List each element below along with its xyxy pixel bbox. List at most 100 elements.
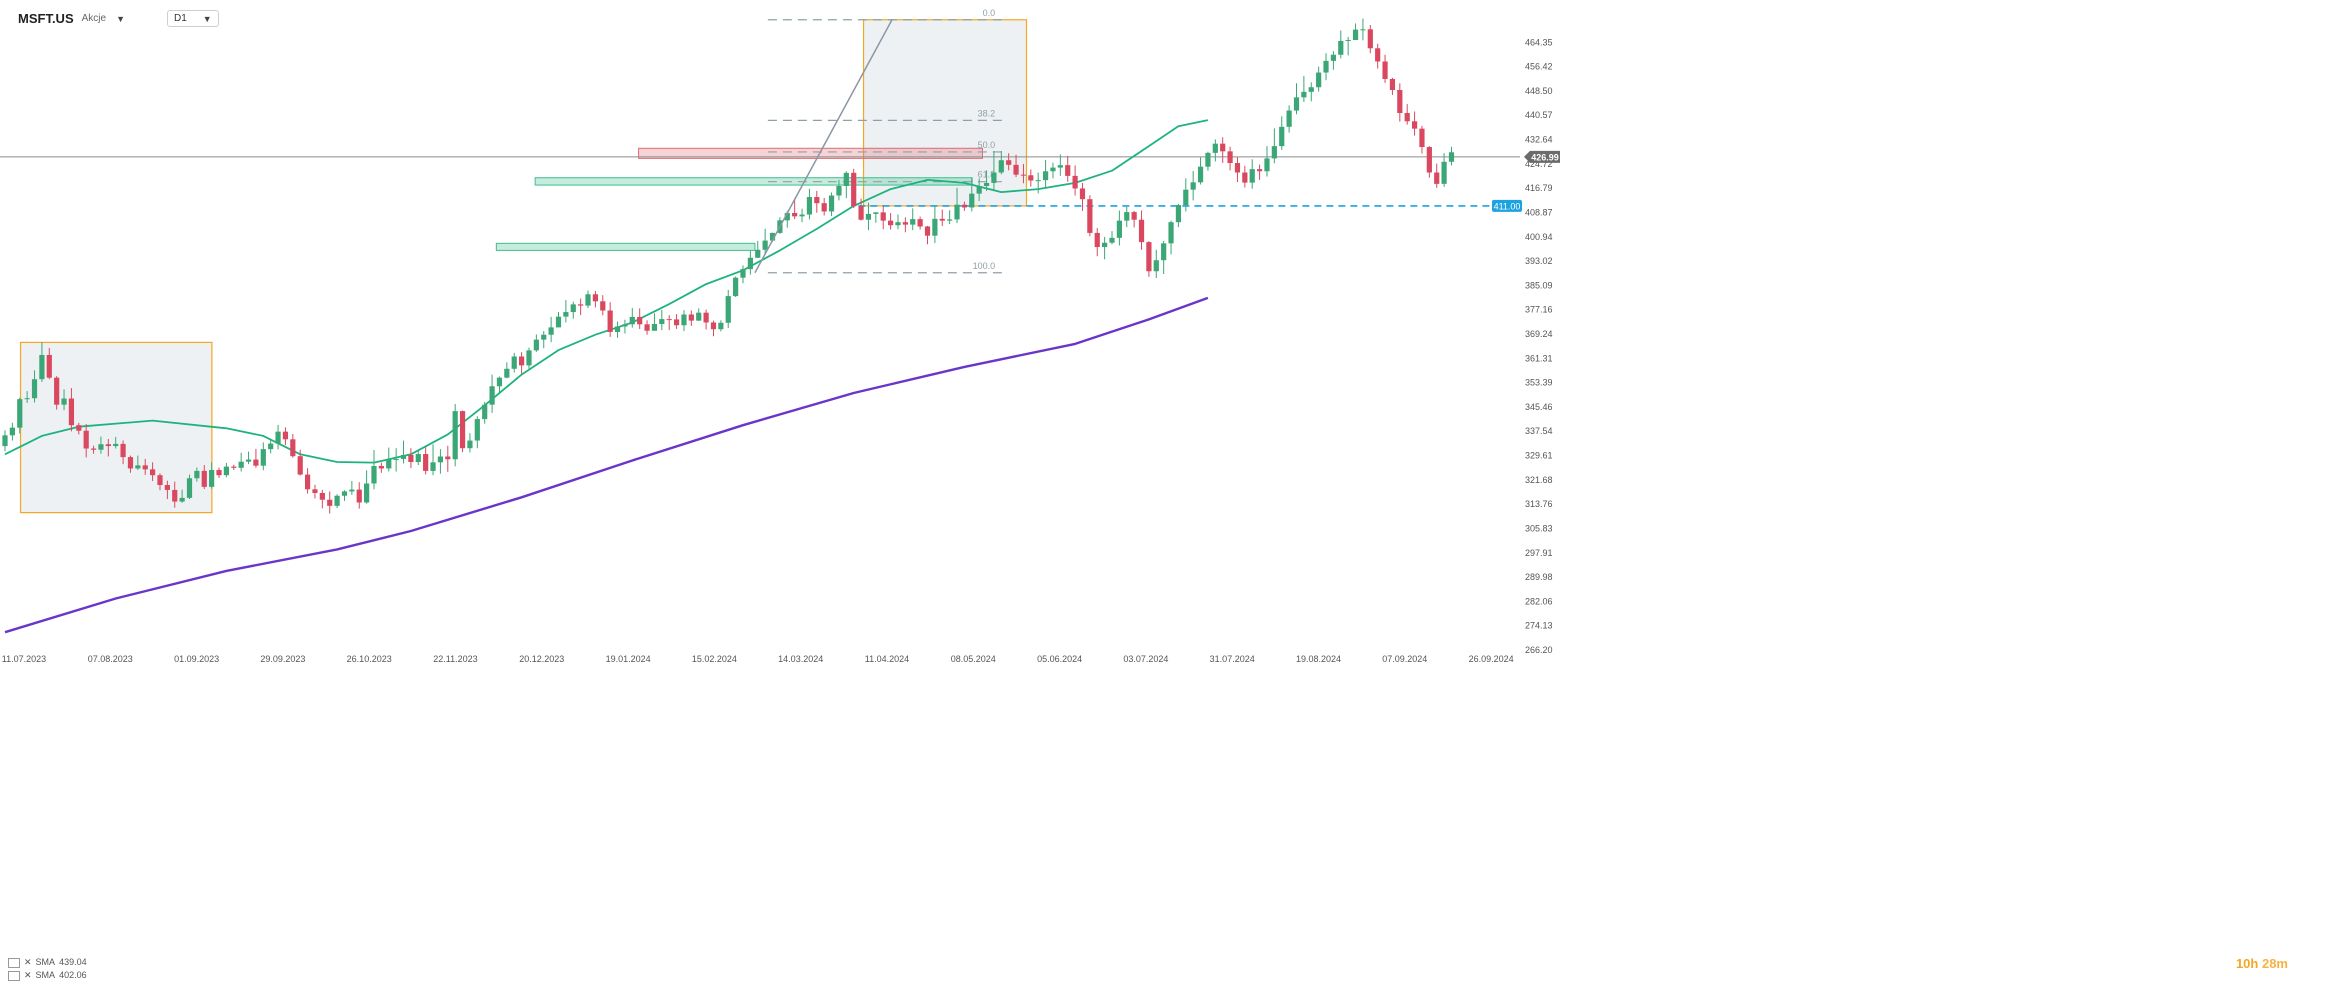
candle-body — [637, 316, 643, 325]
x-tick-label: 11.04.2024 — [865, 654, 909, 664]
candle-body — [238, 461, 244, 468]
candle — [1323, 53, 1329, 81]
fib-level-label: 100.0 — [973, 261, 996, 271]
candle — [1367, 24, 1373, 54]
candle-body — [622, 324, 628, 327]
candle-body — [430, 462, 436, 471]
candle-body — [1161, 243, 1167, 261]
y-tick-label: 369.24 — [1525, 329, 1553, 339]
candle — [474, 416, 480, 449]
candle-body — [1035, 180, 1041, 182]
indicator-settings-icon[interactable] — [8, 970, 20, 981]
x-tick-label: 20.12.2023 — [519, 654, 564, 664]
instrument-symbol[interactable]: MSFT.US — [18, 11, 74, 26]
candle — [445, 445, 451, 472]
candle — [39, 342, 45, 382]
candle-body — [1234, 162, 1241, 173]
candle-body — [504, 368, 510, 378]
candle — [1042, 159, 1049, 188]
candle-body — [1308, 87, 1314, 92]
range-box — [19, 341, 213, 514]
candle — [1153, 249, 1159, 279]
candle — [1035, 172, 1041, 194]
candle — [467, 433, 473, 453]
candle-body — [843, 172, 849, 186]
y-tick-label: 345.46 — [1525, 402, 1553, 412]
candle-body — [201, 470, 207, 487]
candle — [1308, 82, 1314, 102]
candle — [105, 439, 111, 457]
candle — [578, 298, 584, 316]
candle — [836, 179, 842, 201]
chevron-down-icon: ▼ — [202, 13, 212, 24]
indicator-legend: ✕ SMA 439.04 ✕ SMA 402.06 — [8, 956, 87, 982]
candle — [799, 208, 805, 223]
candle-body — [1375, 48, 1381, 62]
chevron-down-icon[interactable]: ▼ — [116, 13, 125, 24]
candle — [68, 388, 75, 432]
asset-type-label: Akcje — [81, 13, 107, 24]
candle-body — [873, 212, 879, 214]
candle-body — [1352, 29, 1359, 41]
candle — [1434, 163, 1440, 188]
candle — [1094, 228, 1100, 257]
candle — [120, 440, 126, 465]
candle-body — [386, 459, 392, 469]
candle-body — [947, 219, 953, 221]
candle-body — [1271, 146, 1277, 159]
candle-body — [696, 312, 702, 321]
candle — [179, 489, 185, 503]
legend-item-sma-fast[interactable]: ✕ SMA 439.04 — [8, 956, 87, 969]
candle-body — [1330, 54, 1336, 61]
candle — [733, 276, 739, 298]
candle — [622, 319, 628, 334]
legend-close-icon[interactable]: ✕ — [24, 970, 32, 980]
candle-body — [98, 444, 104, 450]
candle-body — [482, 404, 488, 420]
candle-body — [467, 440, 473, 449]
legend-close-icon[interactable]: ✕ — [24, 957, 32, 967]
candle — [710, 320, 717, 337]
candle — [489, 374, 495, 413]
candle-body — [349, 489, 355, 492]
candle — [297, 449, 303, 476]
candle — [496, 376, 503, 393]
candle — [98, 436, 104, 454]
candle-body — [659, 319, 665, 325]
sma-50-line — [4, 119, 1209, 464]
candle-body — [1257, 169, 1263, 172]
candle-body — [703, 312, 709, 323]
candle — [61, 389, 67, 411]
candle-body — [1404, 113, 1410, 122]
candle-body — [939, 218, 945, 221]
candle-body — [1190, 182, 1196, 190]
y-tick-label: 353.39 — [1525, 378, 1553, 388]
range-boxes — [19, 19, 1028, 514]
indicator-settings-icon[interactable] — [8, 957, 20, 968]
candle — [1087, 195, 1093, 237]
candle — [1404, 104, 1410, 125]
candle — [681, 310, 687, 332]
candle-body — [408, 454, 414, 463]
candle — [312, 484, 318, 499]
sma-50-series — [4, 119, 1209, 464]
candle — [511, 352, 517, 373]
timeframe-select[interactable]: D1 ▼ — [167, 10, 219, 27]
candle-body — [1146, 242, 1152, 272]
candle — [334, 494, 340, 509]
x-tick-label: 29.09.2023 — [260, 654, 305, 664]
fib-level-label: 0.0 — [983, 8, 996, 18]
candle-body — [489, 386, 495, 405]
candle-body — [179, 497, 185, 502]
candle — [600, 295, 606, 316]
y-tick-label: 456.42 — [1525, 62, 1553, 72]
candle-body — [216, 469, 222, 476]
candle-body — [991, 172, 997, 183]
candle-body — [268, 443, 274, 450]
candle-body — [1109, 237, 1115, 243]
candle — [150, 462, 156, 482]
last-price-tag: 426.99 — [1524, 150, 1560, 163]
legend-item-sma-slow[interactable]: ✕ SMA 402.06 — [8, 969, 87, 982]
candle — [1131, 210, 1137, 228]
